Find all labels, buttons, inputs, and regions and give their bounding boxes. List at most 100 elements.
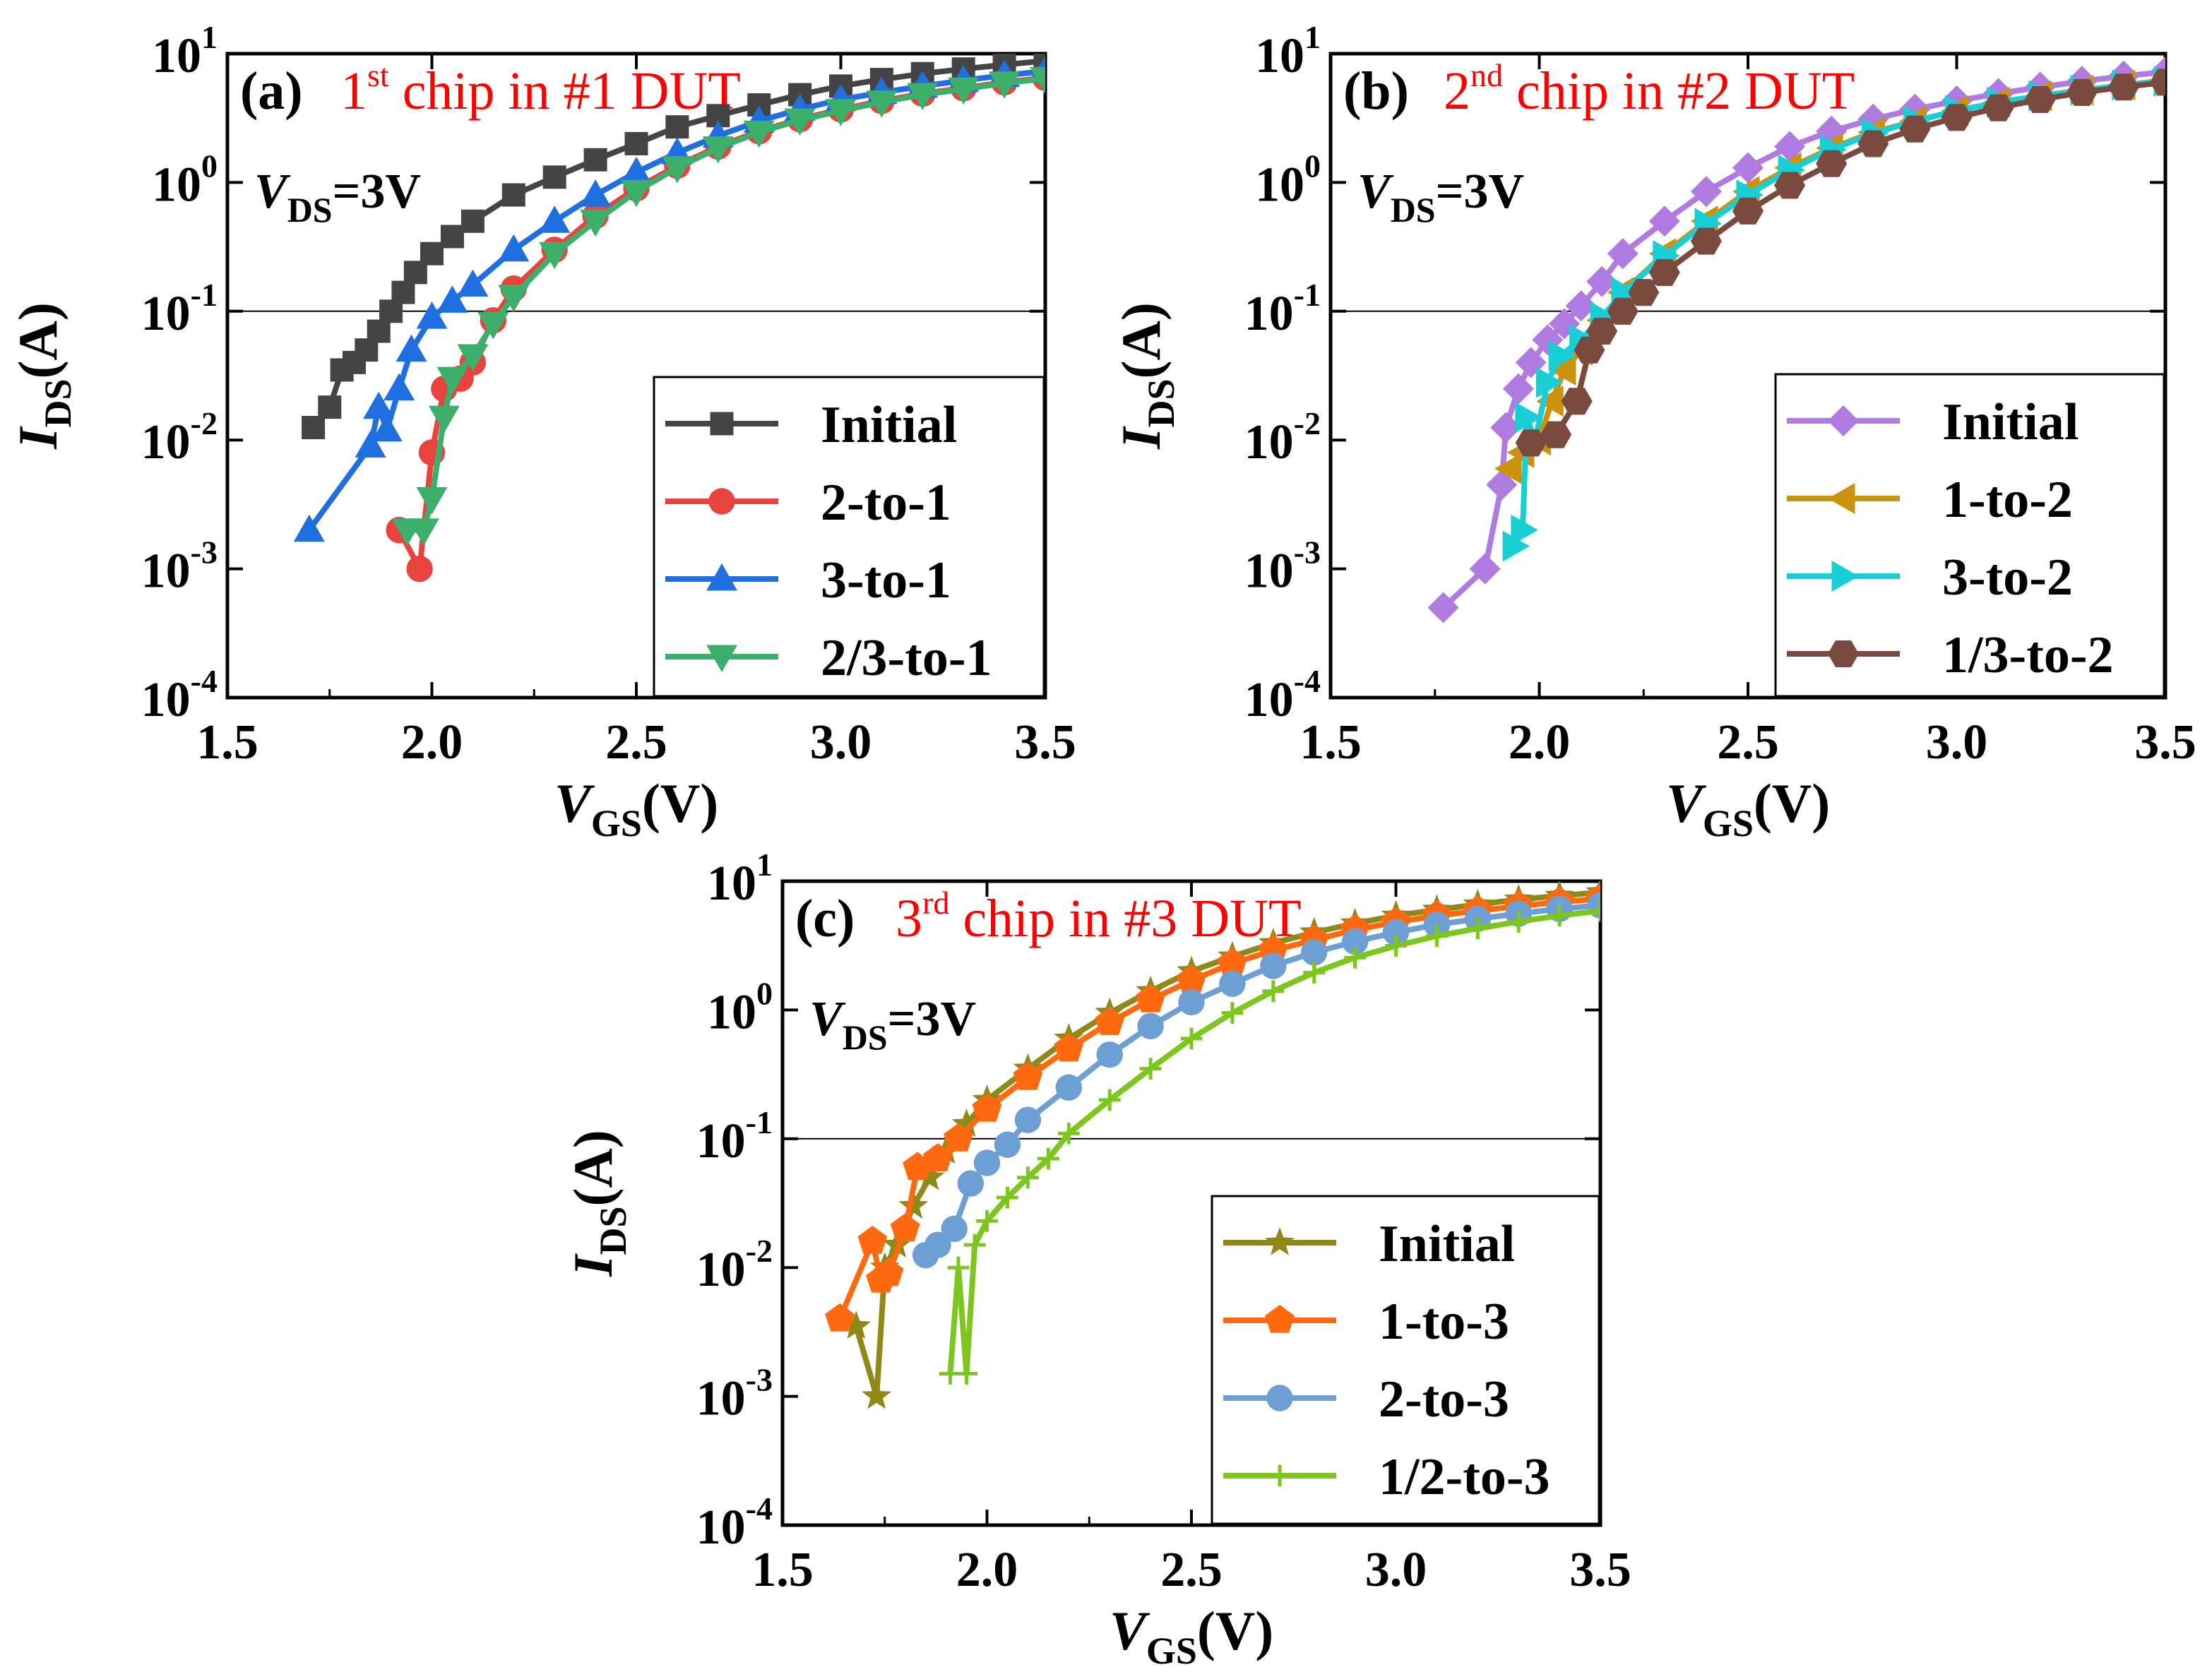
y-tick-base: 10 — [707, 985, 756, 1039]
panel-title-suffix: chip in #1 DUT — [389, 61, 741, 121]
data-point-2-to-3 — [1137, 1013, 1164, 1039]
legend-marker-Initial — [710, 412, 734, 436]
legend-marker-Initial — [1828, 405, 1859, 436]
legend-marker-3-to-1 — [706, 563, 737, 591]
data-point-3-to-2 — [1502, 530, 1530, 562]
x-tick-label: 3.0 — [1926, 715, 1988, 770]
data-point-2-to-3 — [1423, 911, 1451, 938]
data-point-Initial — [583, 148, 607, 172]
y-axis-title-rest: (A) — [7, 302, 69, 378]
data-point-Initial — [420, 241, 444, 265]
data-point-1/3-to-2 — [1774, 172, 1806, 199]
data-point-1-to-3 — [1054, 1033, 1084, 1062]
y-tick-label: 101 — [707, 847, 773, 911]
panel-title-suffix: chip in #2 DUT — [1503, 61, 1855, 121]
data-point-2/3-to-1 — [416, 486, 448, 515]
y-tick-label: 10-3 — [1244, 535, 1321, 599]
data-point-Initial — [501, 183, 525, 207]
data-point-Initial — [951, 1109, 982, 1137]
data-point-1-to-3 — [874, 1258, 904, 1286]
panel-title-superscript: nd — [1470, 57, 1503, 93]
panel-title-superscript: rd — [922, 885, 949, 921]
data-point-Initial — [1607, 238, 1639, 270]
data-point-1/2-to-3 — [963, 1234, 986, 1256]
data-point-1/3-to-2 — [1586, 318, 1618, 345]
vds-annotation-main: V — [1357, 165, 1394, 219]
x-axis-title-main: V — [554, 772, 595, 834]
data-point-1-to-3 — [1177, 965, 1206, 993]
vds-annotation-subscript: DS — [287, 190, 333, 229]
y-axis-title-subscript: DS — [37, 378, 79, 427]
data-point-1-to-3 — [1217, 948, 1247, 977]
data-point-2-to-3 — [994, 1131, 1021, 1158]
y-tick-exponent: -3 — [1294, 535, 1321, 571]
y-tick-base: 10 — [696, 1243, 746, 1297]
y-tick-base: 10 — [141, 287, 191, 341]
data-point-2/3-to-1 — [866, 90, 898, 118]
y-tick-label: 10-4 — [696, 1491, 773, 1555]
x-tick-label: 3.5 — [1014, 715, 1076, 770]
x-tick-label: 1.5 — [751, 1543, 814, 1597]
y-axis-title: IDS(A) — [1110, 302, 1182, 450]
panel-title: 1st chip in #1 DUT — [340, 57, 741, 121]
y-axis-title-rest: (A) — [1110, 302, 1172, 378]
y-axis-title: IDS(A) — [562, 1130, 634, 1277]
legend-label-1/3-to-2: 1/3-to-2 — [1942, 626, 2114, 684]
data-point-1/2-to-3 — [976, 1210, 998, 1232]
data-point-1/2-to-3 — [1262, 980, 1285, 1003]
data-point-1/2-to-3 — [1507, 910, 1530, 933]
data-point-1/3-to-2 — [1941, 104, 1973, 131]
legend-label-2/3-to-1: 2/3-to-1 — [821, 629, 992, 687]
data-point-Initial — [391, 280, 415, 304]
y-tick-base: 10 — [696, 1372, 746, 1426]
data-point-Initial — [898, 1190, 929, 1219]
data-point-1/2-to-3 — [1466, 917, 1489, 940]
x-axis-title-rest: (V) — [1197, 1600, 1273, 1661]
y-tick-exponent: -4 — [746, 1491, 773, 1527]
x-axis-title-rest: (V) — [642, 772, 718, 834]
data-point-1/3-to-2 — [1607, 297, 1639, 325]
legend-label-3-to-2: 3-to-2 — [1942, 549, 2073, 607]
data-point-2-to-3 — [1055, 1074, 1083, 1101]
panel-c: 1.5 2.0 2.5 3.0 3.510-410-310-210-1100101VGS… — [562, 847, 1631, 1672]
y-axis-title-main: I — [1110, 426, 1172, 450]
y-tick-label: 10-2 — [1244, 405, 1321, 470]
data-point-3-to-2 — [1548, 340, 1576, 372]
y-tick-exponent: -2 — [1294, 405, 1321, 441]
legend-marker-1/3-to-2 — [1828, 640, 1859, 668]
data-point-Initial — [1586, 265, 1618, 297]
legend-label-1/2-to-3: 1/2-to-3 — [1379, 1448, 1550, 1506]
data-point-3-to-1 — [383, 373, 415, 401]
y-tick-base: 10 — [1255, 157, 1304, 212]
y-tick-label: 100 — [707, 975, 773, 1039]
data-point-3-to-2 — [1535, 366, 1564, 398]
y-tick-label: 10-1 — [141, 277, 218, 341]
y-tick-label: 101 — [1255, 19, 1321, 83]
data-point-3-to-1 — [436, 285, 468, 313]
data-point-1/3-to-2 — [1540, 421, 1572, 448]
legend-label-1-to-2: 1-to-2 — [1942, 471, 2073, 529]
y-axis-title-rest: (A) — [562, 1130, 624, 1206]
data-point-Initial — [542, 165, 566, 189]
data-point-Initial — [440, 225, 464, 249]
vds-annotation-main: V — [254, 165, 291, 219]
data-point-1/2-to-3 — [1303, 962, 1326, 984]
panel-b: 1.5 2.0 2.5 3.0 3.510-410-310-210-1100101VGS… — [1110, 19, 2196, 844]
x-tick-label: 1.5 — [196, 715, 258, 770]
data-point-Initial — [302, 416, 326, 440]
data-point-2/3-to-1 — [580, 209, 612, 237]
x-axis-title: VGS(V) — [1666, 772, 1830, 844]
y-tick-label: 100 — [1255, 148, 1321, 212]
y-tick-base: 10 — [707, 856, 756, 911]
data-point-1/2-to-3 — [1589, 900, 1600, 922]
x-axis-title-subscript: GS — [1146, 1630, 1197, 1672]
series-1/3-to-2 — [1515, 68, 2165, 457]
legend: Initial 1-to-2 3-to-2 1/3-to-2 — [1774, 373, 2165, 698]
data-point-2-to-3 — [924, 1231, 951, 1258]
legend-label-Initial: Initial — [1379, 1215, 1515, 1273]
data-point-1/2-to-3 — [1037, 1147, 1059, 1170]
data-point-1/2-to-3 — [1221, 1002, 1244, 1024]
y-tick-label: 10-2 — [696, 1233, 773, 1297]
legend-label-Initial: Initial — [821, 396, 957, 454]
legend-marker-1-to-2 — [1828, 483, 1855, 514]
